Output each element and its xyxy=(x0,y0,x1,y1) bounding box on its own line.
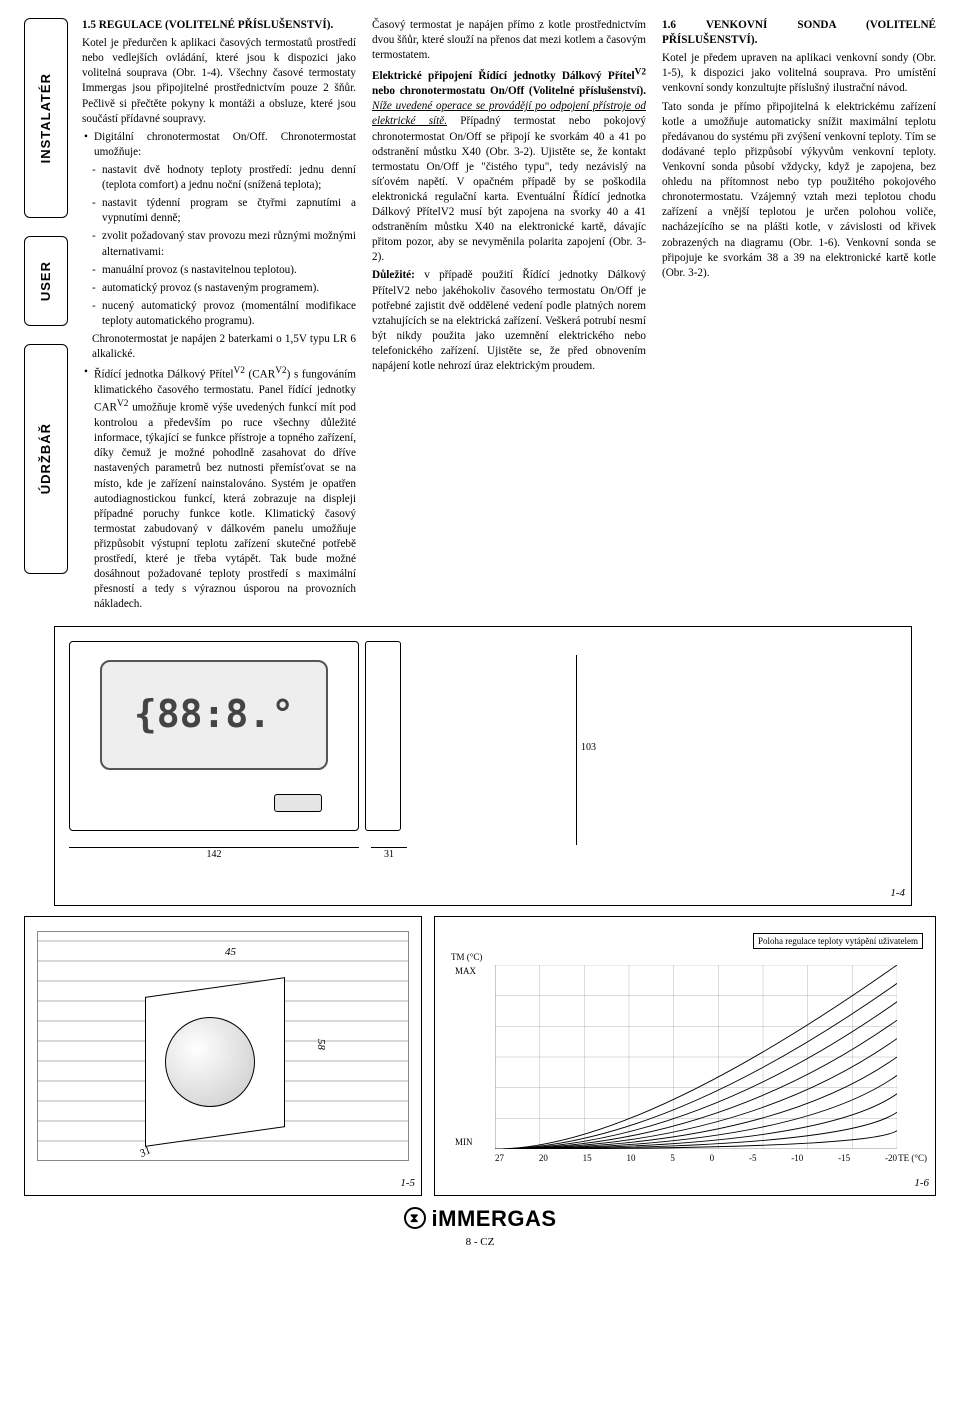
c1-bullet1: Digitální chronotermostat On/Off. Chrono… xyxy=(82,130,356,160)
dim-103: 103 xyxy=(576,655,577,845)
column-1: 1.5 REGULACE (VOLITELNÉ PŘÍSLUŠENSTVÍ). … xyxy=(82,18,356,616)
y-axis-label: TM (°C) xyxy=(451,951,482,963)
c1-p2: Chronotermostat je napájen 2 baterkami o… xyxy=(82,332,356,362)
c2-p3: Důležité: v případě použití Řídící jedno… xyxy=(372,268,646,374)
probe-dome xyxy=(165,1017,255,1107)
c1-bullet2: Řídící jednotka Dálkový PřítelV2 (CARV2)… xyxy=(82,365,356,612)
dim-31: 31 xyxy=(371,847,407,862)
dim-45: 45 xyxy=(225,945,236,960)
c3-p1: Kotel je předem upraven na aplikaci venk… xyxy=(662,51,936,96)
column-2: Časový termostat je napájen přímo z kotl… xyxy=(372,18,646,616)
tab-installer-label: INSTALATÉR xyxy=(37,73,55,163)
figure-1-5: 45 58 31 1-5 xyxy=(24,916,422,1196)
x-axis: 2720151050-5-10-15-20 xyxy=(495,1152,897,1164)
c1-d3: zvolit požadovaný stav provozu mezi různ… xyxy=(82,229,356,259)
dim-58: 58 xyxy=(313,1038,328,1049)
c1-d5: automatický provoz (s nastaveným program… xyxy=(82,281,356,296)
page-number: 8 - CZ xyxy=(24,1235,936,1250)
tab-installer: INSTALATÉR xyxy=(24,18,68,218)
column-3: 1.6 VENKOVNÍ SONDA (VOLITELNÉ PŘÍSLUŠENS… xyxy=(662,18,936,616)
thermostat-front: {88:8.° xyxy=(69,641,359,831)
thermostat-screen: {88:8.° xyxy=(100,660,328,770)
tab-maintenance-label: ÚDRŽBÁŘ xyxy=(37,423,55,494)
brand-icon: ⧗ xyxy=(404,1207,426,1229)
c1-d1: nastavit dvě hodnoty teploty prostředí: … xyxy=(82,163,356,193)
y-axis: MAX MIN xyxy=(455,965,495,1149)
brand-text: iMMERGAS xyxy=(432,1204,557,1234)
c3-p2: Tato sonda je přímo připojitelná k elekt… xyxy=(662,100,936,281)
c2-p2: Elektrické připojení Řídící jednotky Dál… xyxy=(372,66,646,265)
page-footer: ⧗ iMMERGAS 8 - CZ xyxy=(24,1196,936,1251)
c1-d2: nastavit týdenní program se čtyřmi zapnu… xyxy=(82,196,356,226)
side-tabs: INSTALATÉR USER ÚDRŽBÁŘ xyxy=(24,18,68,616)
lcd-digits: {88:8.° xyxy=(134,689,294,740)
dim-142: 142 xyxy=(69,847,359,862)
x-axis-label: TE (°C) xyxy=(898,1152,927,1164)
tab-user: USER xyxy=(24,236,68,326)
c1-d6: nucený automatický provoz (momentální mo… xyxy=(82,299,356,329)
tab-maintenance: ÚDRŽBÁŘ xyxy=(24,344,68,574)
fig-label-16: 1-6 xyxy=(914,1176,929,1191)
fig-label-15: 1-5 xyxy=(400,1176,415,1191)
outdoor-probe xyxy=(145,987,285,1137)
chart-area: 9876543210 xyxy=(495,965,897,1149)
thermostat-side xyxy=(365,641,401,831)
thermostat-knob xyxy=(274,794,322,812)
c2-p1: Časový termostat je napájen přímo z kotl… xyxy=(372,18,646,63)
chart-svg: 9876543210 xyxy=(495,965,897,1149)
sec-1-5-title: 1.5 REGULACE (VOLITELNÉ PŘÍSLUŠENSTVÍ). xyxy=(82,18,356,33)
chart-title: Poloha regulace teploty vytápění uživate… xyxy=(753,933,923,949)
figure-1-6: Poloha regulace teploty vytápění uživate… xyxy=(434,916,936,1196)
figure-1-4: {88:8.° 103 142 31 1-4 xyxy=(54,626,912,906)
sec-1-6-title: 1.6 VENKOVNÍ SONDA (VOLITELNÉ PŘÍSLUŠENS… xyxy=(662,18,936,48)
tab-user-label: USER xyxy=(37,261,55,301)
brand-logo: ⧗ iMMERGAS xyxy=(404,1204,557,1234)
c1-p1: Kotel je předurčen k aplikaci časových t… xyxy=(82,36,356,127)
fig-label-14: 1-4 xyxy=(890,886,905,901)
c1-d4: manuální provoz (s nastavitelnou teploto… xyxy=(82,263,356,278)
